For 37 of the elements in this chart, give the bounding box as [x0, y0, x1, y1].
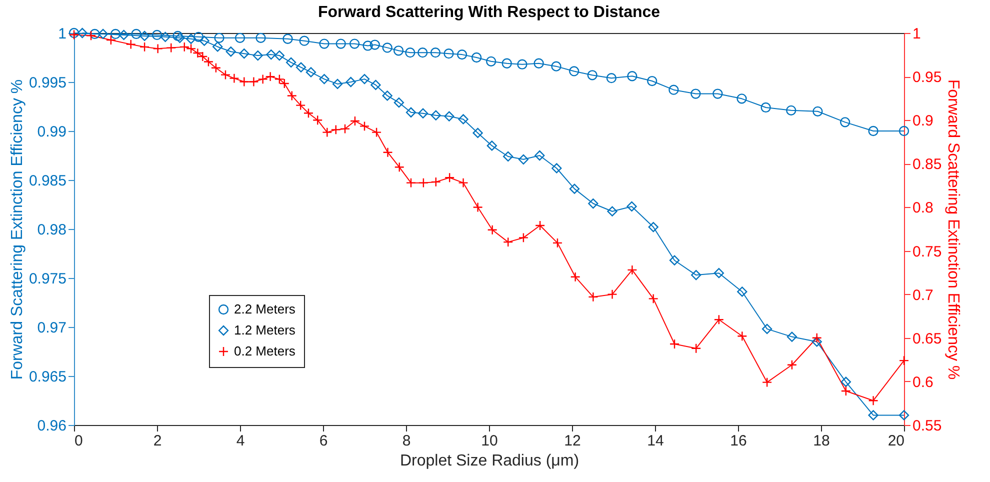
y2-tick-label: 0.8 [912, 200, 934, 217]
legend-label: 2.2 Meters [234, 302, 296, 316]
y-tick-label: 0.965 [28, 368, 66, 386]
y-axis-title: Forward Scattering Extinction Efficiency % [8, 79, 26, 380]
x-tick-label: 8 [402, 432, 411, 450]
x-tick-label: 18 [813, 432, 830, 450]
y-tick-label: 0.985 [28, 172, 66, 190]
x-tick-label: 12 [564, 432, 581, 450]
y2-tick-label: 0.7 [912, 286, 934, 304]
y-tick-label: 0.995 [28, 74, 66, 92]
y2-tick-label: 0.9 [912, 112, 934, 130]
x-tick-label: 16 [730, 432, 747, 450]
y2-tick-label: 0.6 [912, 374, 934, 391]
y-tick-label: 0.99 [37, 124, 66, 140]
x-tick-label: 14 [647, 432, 664, 450]
y2-tick-label: 0.85 [912, 156, 942, 174]
chart-title: Forward Scattering With Respect to Distance [318, 4, 660, 21]
legend-label: 0.2 Meters [234, 344, 296, 358]
y2-axis-title: Forward Scattering Extinction Efficiency % [944, 79, 962, 380]
y-tick-label: 0.96 [37, 418, 66, 434]
y-tick-label: 0.975 [28, 270, 66, 288]
y-tick-label: 0.97 [37, 320, 66, 336]
x-tick-label: 2 [153, 432, 162, 450]
y2-tick-label: 0.95 [912, 69, 942, 86]
x-tick-label: 4 [236, 432, 245, 450]
x-tick-label: 6 [319, 432, 328, 450]
x-axis-title: Droplet Size Radius (μm) [400, 452, 580, 470]
y2-tick-label: 0.75 [912, 243, 942, 260]
x-tick-label: 20 [888, 432, 904, 450]
y2-tick-label: 0.65 [912, 330, 942, 348]
x-tick-label: 0 [74, 432, 83, 450]
y2-tick-label: 0.55 [912, 418, 942, 434]
y2-tick-label: 1 [912, 26, 921, 42]
y-tick-label: 1 [58, 26, 66, 42]
x-tick-label: 10 [481, 432, 498, 450]
y-tick-label: 0.98 [37, 222, 66, 238]
legend-label: 1.2 Meters [234, 322, 296, 338]
